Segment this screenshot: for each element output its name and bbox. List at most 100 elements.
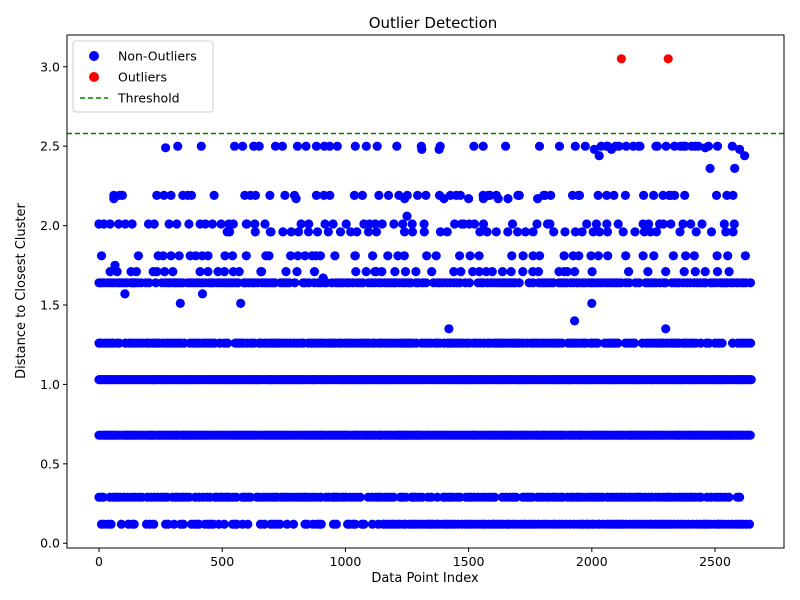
- non-outlier-point: [497, 267, 508, 277]
- non-outlier-point: [275, 519, 285, 529]
- non-outlier-point: [110, 260, 120, 270]
- non-outlier-point: [250, 190, 261, 200]
- non-outlier-point: [419, 219, 429, 229]
- plot-area: [67, 54, 784, 529]
- non-outlier-point: [421, 278, 431, 288]
- y-axis-label: Distance to Closest Cluster: [14, 202, 29, 378]
- non-outlier-point: [282, 519, 292, 529]
- non-outlier-point: [728, 227, 738, 237]
- non-outlier-point: [661, 267, 671, 277]
- non-outlier-point: [719, 219, 729, 229]
- non-outlier-point: [281, 267, 291, 277]
- non-outlier-point: [700, 267, 710, 277]
- non-outlier-point: [511, 492, 521, 502]
- non-outlier-point: [450, 219, 460, 229]
- outlier-point: [616, 54, 627, 64]
- non-outlier-point: [370, 219, 380, 229]
- non-outlier-point: [400, 267, 411, 277]
- non-outlier-point: [449, 267, 459, 277]
- non-outlier-point: [166, 190, 176, 200]
- non-outlier-point: [697, 219, 707, 229]
- non-outlier-point: [711, 190, 722, 200]
- non-outlier-point: [503, 194, 513, 204]
- non-outlier-point: [242, 219, 252, 229]
- non-outlier-point: [330, 251, 340, 261]
- non-outlier-point: [371, 227, 382, 237]
- non-outlier-point: [717, 338, 727, 348]
- non-outlier-point: [562, 267, 572, 277]
- non-outlier-point: [474, 251, 484, 261]
- non-outlier-point: [587, 267, 597, 277]
- non-outlier-point: [361, 141, 371, 151]
- non-outlier-point: [680, 190, 690, 200]
- non-outlier-point: [153, 251, 163, 261]
- non-outlier-point: [506, 267, 516, 277]
- non-outlier-point: [370, 267, 380, 277]
- plot-frame: [66, 34, 785, 549]
- non-outlier-point: [303, 227, 314, 237]
- non-outlier-point: [574, 251, 584, 261]
- non-outlier-point: [587, 298, 597, 308]
- non-outlier-point: [442, 227, 452, 237]
- non-outlier-point: [238, 141, 248, 151]
- non-outlier-point: [721, 227, 731, 237]
- non-outlier-point: [513, 227, 523, 237]
- non-outlier-point: [216, 219, 226, 229]
- legend-box: [72, 40, 214, 113]
- non-outlier-point: [209, 190, 219, 200]
- non-outlier-point: [661, 278, 671, 288]
- non-outlier-point: [304, 219, 314, 229]
- non-outlier-point: [175, 298, 185, 308]
- non-outlier-point: [469, 219, 480, 229]
- non-outlier-point: [455, 251, 465, 261]
- non-outlier-point: [435, 227, 445, 237]
- non-outlier-point: [593, 338, 603, 348]
- legend: Non-Outliers Outliers Threshold: [72, 40, 214, 113]
- non-outlier-point: [465, 251, 475, 261]
- non-outlier-point: [178, 519, 188, 529]
- non-outlier-point: [690, 141, 700, 151]
- non-outlier-point: [219, 519, 229, 529]
- non-outlier-point: [173, 141, 183, 151]
- non-outlier-point: [372, 141, 382, 151]
- non-outlier-point: [195, 219, 205, 229]
- non-outlier-point: [161, 143, 171, 153]
- non-outlier-point: [533, 194, 543, 204]
- non-outlier-point: [518, 251, 528, 261]
- non-outlier-point: [389, 492, 399, 502]
- non-outlier-point: [389, 219, 399, 229]
- non-outlier-point: [335, 227, 346, 237]
- non-outlier-point: [580, 141, 590, 151]
- non-outlier-point: [245, 492, 256, 502]
- non-outlier-point: [148, 267, 158, 277]
- non-outlier-point: [159, 190, 169, 200]
- non-outlier-point: [507, 219, 518, 229]
- non-outlier-point: [570, 227, 581, 237]
- non-outlier-point: [96, 251, 107, 261]
- non-outlier-point: [236, 298, 246, 308]
- non-outlier-point: [368, 251, 378, 261]
- non-outlier-point: [735, 144, 745, 154]
- non-outlier-point: [451, 190, 461, 200]
- non-outlier-point: [570, 267, 580, 277]
- non-outlier-point: [431, 251, 441, 261]
- non-outlier-point: [117, 190, 127, 200]
- non-outlier-point: [407, 219, 417, 229]
- non-outlier-point: [265, 190, 275, 200]
- non-outlier-point: [250, 219, 260, 229]
- non-outlier-point: [172, 219, 182, 229]
- non-outlier-point: [213, 267, 223, 277]
- non-outlier-point: [534, 141, 545, 151]
- non-outlier-point: [363, 227, 374, 237]
- non-outlier-point: [621, 141, 631, 151]
- non-outlier-point: [311, 190, 321, 200]
- non-outlier-point: [191, 251, 201, 261]
- non-outlier-point: [624, 267, 634, 277]
- non-outlier-point: [120, 289, 130, 299]
- y-tick-label: 0.0: [40, 536, 60, 551]
- non-outlier-point: [109, 194, 119, 204]
- non-outlier-point: [691, 227, 701, 237]
- non-outlier-point: [706, 227, 717, 237]
- non-outlier-point: [686, 219, 696, 229]
- non-outlier-point: [618, 227, 628, 237]
